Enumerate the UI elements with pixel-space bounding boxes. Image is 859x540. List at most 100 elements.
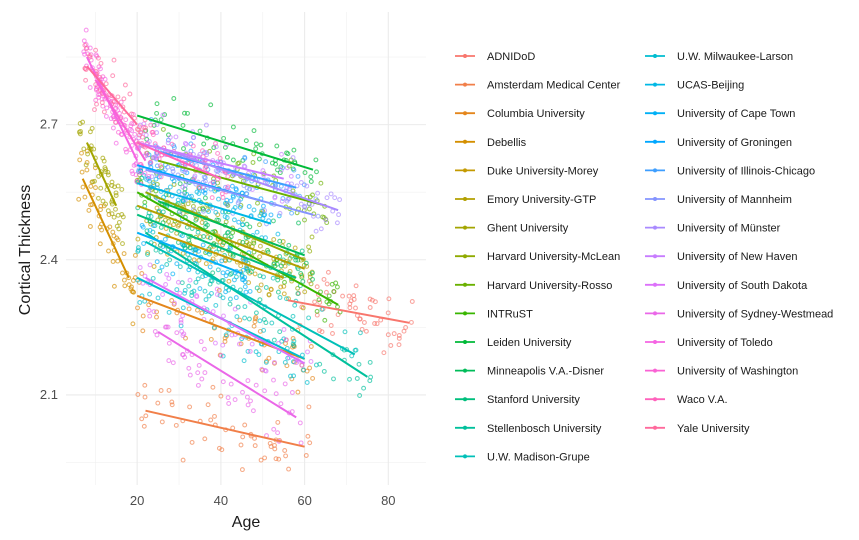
scatter-point	[271, 261, 277, 267]
scatter-point	[276, 456, 282, 462]
scatter-point	[277, 170, 283, 176]
scatter-point	[154, 155, 160, 161]
scatter-point	[298, 440, 304, 446]
scatter-point	[230, 124, 236, 130]
legend-item: Waco V.A.	[645, 394, 728, 406]
scatter-point	[271, 377, 276, 383]
scatter-point	[142, 128, 148, 134]
y-tick-label: 2.4	[40, 252, 58, 267]
scatter-point	[148, 214, 154, 219]
scatter-point	[278, 167, 284, 173]
legend-key-point	[463, 82, 467, 87]
legend-key-point	[463, 54, 467, 58]
scatter-point	[166, 219, 172, 224]
scatter-point	[257, 222, 262, 228]
scatter-point	[353, 305, 358, 311]
scatter-point	[253, 310, 259, 316]
scatter-point	[361, 385, 367, 391]
scatter-point	[283, 453, 289, 459]
scatter-point	[298, 180, 304, 185]
scatter-point	[120, 241, 125, 247]
scatter-point	[249, 341, 255, 347]
scatter-point	[231, 277, 237, 283]
scatter-point	[81, 38, 87, 44]
scatter-point	[325, 269, 331, 275]
scatter-point	[187, 245, 193, 251]
scatter-point	[304, 380, 310, 385]
scatter-point	[82, 42, 88, 48]
scatter-point	[201, 234, 207, 239]
scatter-point	[244, 185, 250, 191]
fit-line	[145, 276, 306, 365]
scatter-point	[310, 276, 315, 282]
scatter-point	[148, 122, 154, 128]
legend-item: Duke University-Morey	[455, 165, 599, 177]
scatter-point	[169, 141, 175, 147]
fit-line	[136, 182, 272, 225]
scatter-point	[219, 258, 225, 264]
legend-key-point	[463, 368, 467, 373]
legend-label: University of Mannheim	[677, 194, 792, 206]
scatter-point	[158, 388, 164, 393]
scatter-point	[321, 368, 327, 374]
scatter-point	[347, 305, 353, 311]
scatter-point	[115, 237, 121, 243]
scatter-point	[186, 306, 192, 312]
y-tick-label: 2.7	[40, 117, 58, 132]
scatter-point	[269, 320, 275, 326]
scatter-point	[254, 285, 260, 291]
scatter-point	[251, 207, 257, 213]
scatter-point	[185, 110, 190, 116]
scatter-point	[175, 197, 181, 203]
scatter-point	[139, 271, 145, 276]
scatter-point	[308, 281, 314, 287]
scatter-point	[230, 157, 236, 163]
scatter-point	[163, 282, 169, 287]
legend-label: University of Groningen	[677, 137, 792, 149]
scatter-point	[200, 242, 206, 248]
scatter-point	[105, 172, 111, 178]
scatter-point	[210, 256, 216, 262]
scatter-point	[91, 146, 97, 152]
scatter-point	[182, 110, 187, 116]
scatter-point	[95, 195, 101, 201]
scatter-point	[378, 317, 384, 323]
scatter-point	[142, 199, 148, 205]
scatter-point	[385, 310, 391, 316]
scatter-point	[123, 117, 129, 123]
scatter-point	[306, 244, 312, 250]
scatter-point	[180, 184, 186, 190]
scatter-point	[306, 404, 312, 410]
scatter-point	[169, 402, 175, 408]
scatter-point	[151, 182, 157, 188]
scatter-point	[269, 160, 275, 166]
scatter-point	[218, 393, 224, 399]
legend-label: UCAS-Beijing	[677, 80, 744, 92]
scatter-point	[170, 271, 176, 277]
scatter-point	[202, 436, 208, 442]
scatter-point	[363, 328, 369, 334]
scatter-point	[123, 149, 129, 155]
scatter-point	[236, 198, 242, 204]
scatter-point	[211, 145, 217, 151]
legend-label: Minneapolis V.A.-Disner	[487, 366, 604, 378]
scatter-point	[122, 283, 128, 289]
scatter-point	[386, 296, 392, 302]
scatter-point	[242, 315, 248, 321]
legend-label: Harvard University-Rosso	[487, 280, 612, 292]
scatter-point	[262, 208, 268, 213]
scatter-point	[299, 248, 305, 254]
scatter-point	[97, 224, 103, 230]
scatter-point	[157, 268, 163, 274]
legend-key-point	[653, 340, 657, 344]
scatter-point	[183, 335, 188, 341]
scatter-point	[260, 203, 266, 209]
scatter-point	[220, 379, 226, 385]
scatter-point	[314, 169, 319, 175]
legend-key-point	[653, 197, 657, 201]
scatter-point	[199, 310, 205, 316]
scatter-point	[176, 222, 182, 228]
scatter-point	[232, 397, 238, 403]
scatter-point	[291, 373, 297, 379]
scatter-point	[396, 333, 402, 338]
